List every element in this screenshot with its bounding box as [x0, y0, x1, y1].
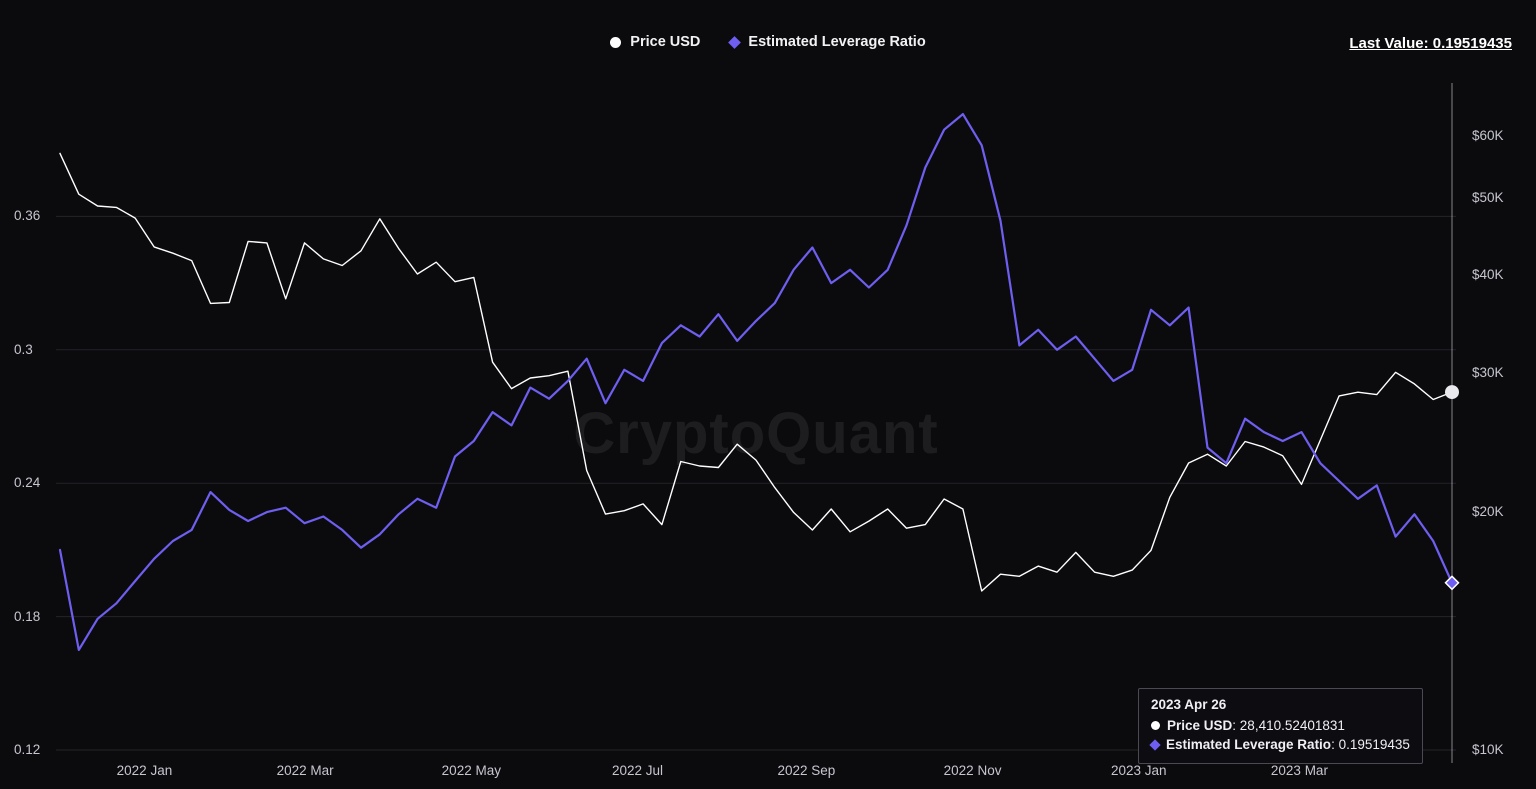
leverage-ratio-legend-icon: [728, 35, 742, 49]
legend-item-estimated-leverage-ratio[interactable]: Estimated Leverage Ratio: [728, 34, 926, 50]
last-value-text: Last Value: 0.19519435: [1349, 35, 1512, 52]
tooltip-price-text: Price USD: 28,410.52401831: [1167, 718, 1345, 733]
price-usd-legend-icon: [610, 36, 622, 48]
tooltip-row-price: Price USD: 28,410.52401831: [1151, 716, 1410, 735]
chart-tooltip: 2023 Apr 26 Price USD: 28,410.52401831 E…: [1138, 688, 1423, 764]
chart-legend: Price USD Estimated Leverage Ratio: [0, 34, 1536, 50]
price-end-marker: [1445, 385, 1459, 400]
leverage-end-marker: [1444, 575, 1460, 591]
tooltip-price-icon: [1151, 721, 1160, 730]
tooltip-row-leverage: Estimated Leverage Ratio: 0.19519435: [1149, 735, 1410, 754]
legend-label-price-usd: Price USD: [630, 34, 701, 50]
tooltip-date: 2023 Apr 26: [1151, 697, 1227, 712]
price-line: [59, 152, 1453, 592]
legend-item-price-usd[interactable]: Price USD: [610, 34, 700, 50]
tooltip-leverage-text: Estimated Leverage Ratio: 0.19519435: [1166, 737, 1410, 752]
legend-label-estimated-leverage-ratio: Estimated Leverage Ratio: [748, 34, 926, 50]
leverage-ratio-line: [58, 112, 1454, 652]
tooltip-leverage-icon: [1149, 738, 1161, 751]
